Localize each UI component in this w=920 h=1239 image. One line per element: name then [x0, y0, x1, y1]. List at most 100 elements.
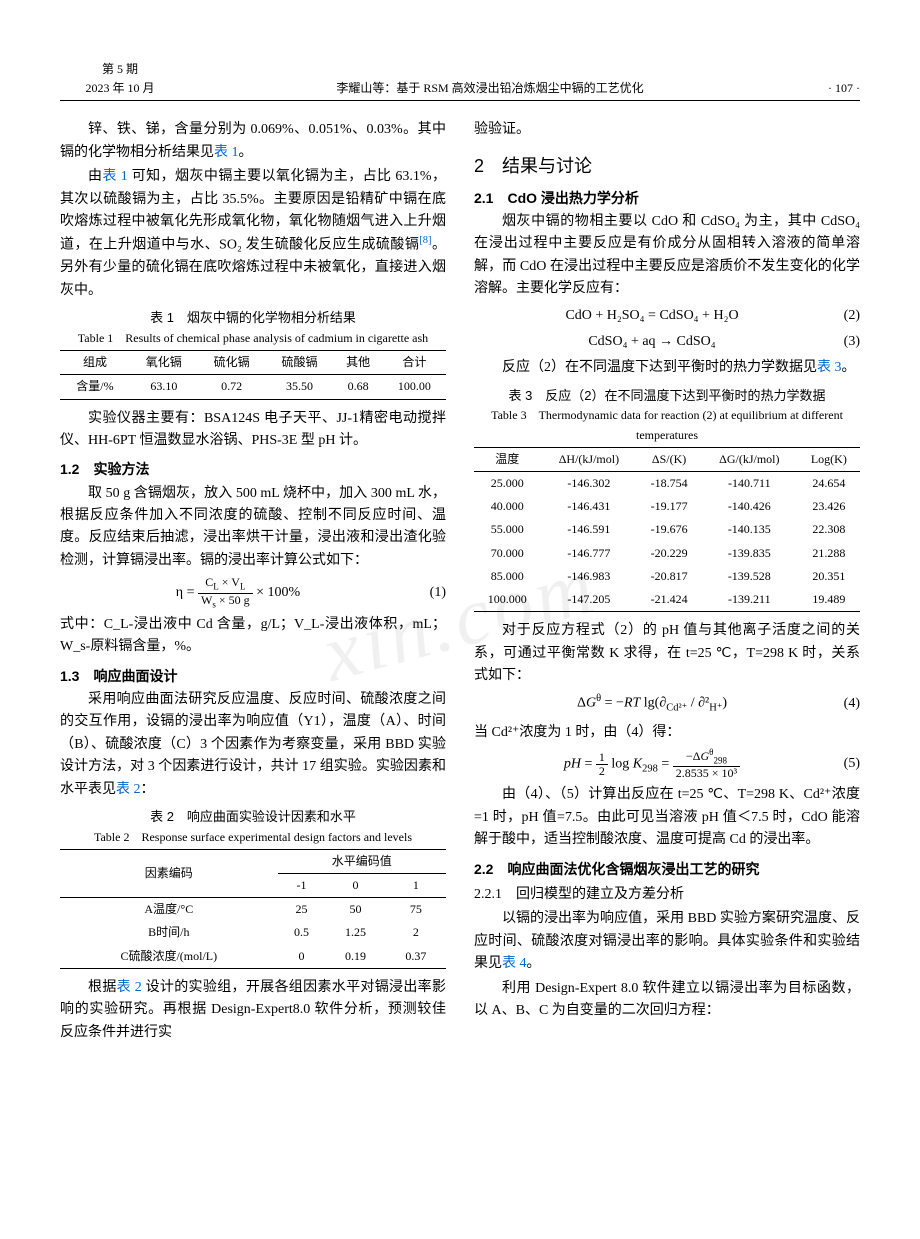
equation-4: ΔGθ = −RT lg(∂Cd²⁺ / ∂²H⁺) (4): [474, 691, 860, 717]
th: 水平编码值: [278, 849, 446, 873]
para: 烟灰中镉的物相主要以 CdO 和 CdSO₄ 为主，其中 CdSO₄ 在浸出过程…: [474, 211, 860, 301]
eq-body: CdSO₄ + aq → CdSO₄: [474, 331, 830, 353]
para: 以镉的浸出率为响应值，采用 BBD 实验方案研究温度、反应时间、硫酸浓度对镉浸出…: [474, 908, 860, 975]
td: -146.591: [541, 518, 638, 541]
para: 采用响应曲面法研究反应温度、反应时间、硫酸浓度之间的交互作用，设镉的浸出率为响应…: [60, 689, 446, 801]
td: 0.72: [198, 375, 266, 399]
th: ΔH/(kJ/mol): [541, 447, 638, 471]
table3-caption-cn: 表 3 反应（2）在不同温度下达到平衡时的热力学数据: [474, 386, 860, 407]
table2-caption-cn: 表 2 响应曲面实验设计因素和水平: [60, 807, 446, 828]
td: -19.676: [637, 518, 701, 541]
para: 锌、铁、锑，含量分别为 0.069%、0.051%、0.03%。其中镉的化学物相…: [60, 119, 446, 164]
para: 对于反应方程式（2）的 pH 值与其他离子活度之间的关系，可通过平衡常数 K 求…: [474, 620, 860, 687]
para: 验验证。: [474, 119, 860, 141]
para: 实验仪器主要有：BSA124S 电子天平、JJ-1精密电动搅拌仪、HH-6PT …: [60, 408, 446, 453]
table1-caption-cn: 表 1 烟灰中镉的化学物相分析结果: [60, 308, 446, 329]
para: 利用 Design-Expert 8.0 软件建立以镉浸出率为目标函数，以 A、…: [474, 978, 860, 1023]
th: Log(K): [798, 447, 860, 471]
th: 1: [386, 874, 446, 898]
td: -147.205: [541, 588, 638, 612]
th: 组成: [60, 351, 130, 375]
th: ΔS/(K): [637, 447, 701, 471]
text: 根据: [88, 980, 117, 995]
text: ：: [141, 782, 155, 797]
para: 由（4）、（5）计算出反应在 t=25 ℃、T=298 K、Cd²⁺浓度=1 时…: [474, 784, 860, 851]
td: 0: [278, 945, 326, 969]
td: 75: [386, 898, 446, 922]
td: 35.50: [266, 375, 334, 399]
td: -146.302: [541, 472, 638, 496]
heading-2: 2 结果与讨论: [474, 152, 860, 181]
th: ΔG/(kJ/mol): [701, 447, 798, 471]
text: 反应（2）在不同温度下达到平衡时的热力学数据见: [502, 360, 817, 375]
equation-2: CdO + H₂SO₄ = CdSO₄ + H₂O (2): [474, 305, 860, 327]
td: 2: [386, 921, 446, 944]
td: 22.308: [798, 518, 860, 541]
td: -146.777: [541, 542, 638, 565]
td: 0.68: [333, 375, 382, 399]
td: 25.000: [474, 472, 541, 496]
equation-5: pH = 12 log K298 = −ΔGθ2982.8535 × 10³ (…: [474, 748, 860, 780]
text: 。: [527, 956, 541, 971]
td: -20.817: [637, 565, 701, 588]
td: -140.426: [701, 495, 798, 518]
td: 21.288: [798, 542, 860, 565]
td: -139.835: [701, 542, 798, 565]
table1: 组成 氧化镉 硫化镉 硫酸镉 其他 合计 含量/% 63.10 0.72 35.…: [60, 350, 446, 399]
content-columns: 锌、铁、锑，含量分别为 0.069%、0.051%、0.03%。其中镉的化学物相…: [60, 119, 860, 1046]
citation: [8]: [419, 235, 431, 246]
table-ref: 表 1: [102, 169, 127, 184]
td: -18.754: [637, 472, 701, 496]
eq-number: (1): [416, 582, 446, 604]
issue-number: 第 5 期: [60, 60, 180, 79]
text: 由: [88, 169, 102, 184]
para: 式中：C_L-浸出液中 Cd 含量，g/L；V_L-浸出液体积，mL；W_s-原…: [60, 614, 446, 659]
td: 70.000: [474, 542, 541, 565]
issue-date: 2023 年 10 月: [60, 79, 180, 98]
para: 反应（2）在不同温度下达到平衡时的热力学数据见表 3。: [474, 357, 860, 379]
td: 20.351: [798, 565, 860, 588]
eq-number: (2): [830, 305, 860, 327]
table2-caption-en: Table 2 Response surface experimental de…: [60, 828, 446, 847]
para: 由表 1 可知，烟灰中镉主要以氧化镉为主，占比 63.1%，其次以硫酸镉为主，占…: [60, 166, 446, 302]
equation-3: CdSO₄ + aq → CdSO₄ (3): [474, 331, 860, 353]
td: -146.983: [541, 565, 638, 588]
text: 锌、铁、锑，含量分别为 0.069%、0.051%、0.03%。其中镉的化学物相…: [60, 122, 446, 159]
td: -20.229: [637, 542, 701, 565]
td: C硫酸浓度/(mol/L): [60, 945, 278, 969]
td: 0.37: [386, 945, 446, 969]
th: 其他: [333, 351, 382, 375]
table-ref: 表 3: [817, 360, 842, 375]
th: 因素编码: [60, 849, 278, 897]
th: 硫化镉: [198, 351, 266, 375]
td: -139.528: [701, 565, 798, 588]
heading-1-3: 1.3 响应曲面设计: [60, 665, 446, 687]
para: 取 50 g 含镉烟灰，放入 500 mL 烧杯中，加入 300 mL 水，根据…: [60, 483, 446, 573]
td: -146.431: [541, 495, 638, 518]
table-ref: 表 2: [117, 980, 142, 995]
td: 50: [325, 898, 385, 922]
td: 含量/%: [60, 375, 130, 399]
td: 100.00: [383, 375, 446, 399]
right-column: 验验证。 2 结果与讨论 2.1 CdO 浸出热力学分析 烟灰中镉的物相主要以 …: [474, 119, 860, 1046]
eq-number: (5): [830, 753, 860, 775]
table-ref: 表 1: [214, 145, 239, 160]
table-ref: 表 2: [116, 782, 141, 797]
heading-1-2: 1.2 实验方法: [60, 458, 446, 480]
text: 。: [239, 145, 253, 160]
td: 0.5: [278, 921, 326, 944]
running-title: 李耀山等：基于 RSM 高效浸出铅冶炼烟尘中镉的工艺优化: [180, 79, 800, 98]
td: 85.000: [474, 565, 541, 588]
td: B时间/h: [60, 921, 278, 944]
table-ref: 表 4: [502, 956, 527, 971]
th: 合计: [383, 351, 446, 375]
th: 硫酸镉: [266, 351, 334, 375]
th: 0: [325, 874, 385, 898]
td: -140.711: [701, 472, 798, 496]
td: A温度/°C: [60, 898, 278, 922]
eq-body: CdO + H₂SO₄ = CdSO₄ + H₂O: [474, 305, 830, 327]
eq-number: (4): [830, 693, 860, 715]
page-number: · 107 ·: [800, 79, 860, 98]
td: -140.135: [701, 518, 798, 541]
text: 。: [842, 360, 856, 375]
